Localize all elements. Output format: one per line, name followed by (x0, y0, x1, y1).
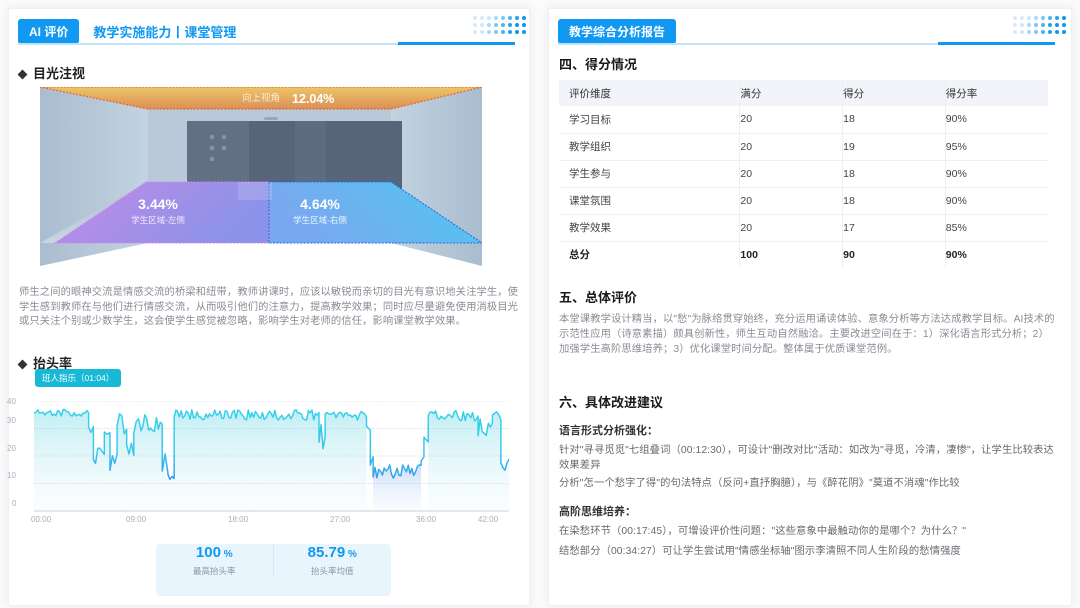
svg-text:学生区域-右侧: 学生区域-右侧 (293, 215, 347, 225)
svg-text:向上视角: 向上视角 (242, 92, 280, 104)
svg-text:12.04%: 12.04% (292, 92, 334, 106)
svg-text:学生区域-左侧: 学生区域-左侧 (131, 215, 185, 225)
svg-text:3.44%: 3.44% (138, 196, 178, 212)
svg-text:4.64%: 4.64% (300, 196, 340, 212)
